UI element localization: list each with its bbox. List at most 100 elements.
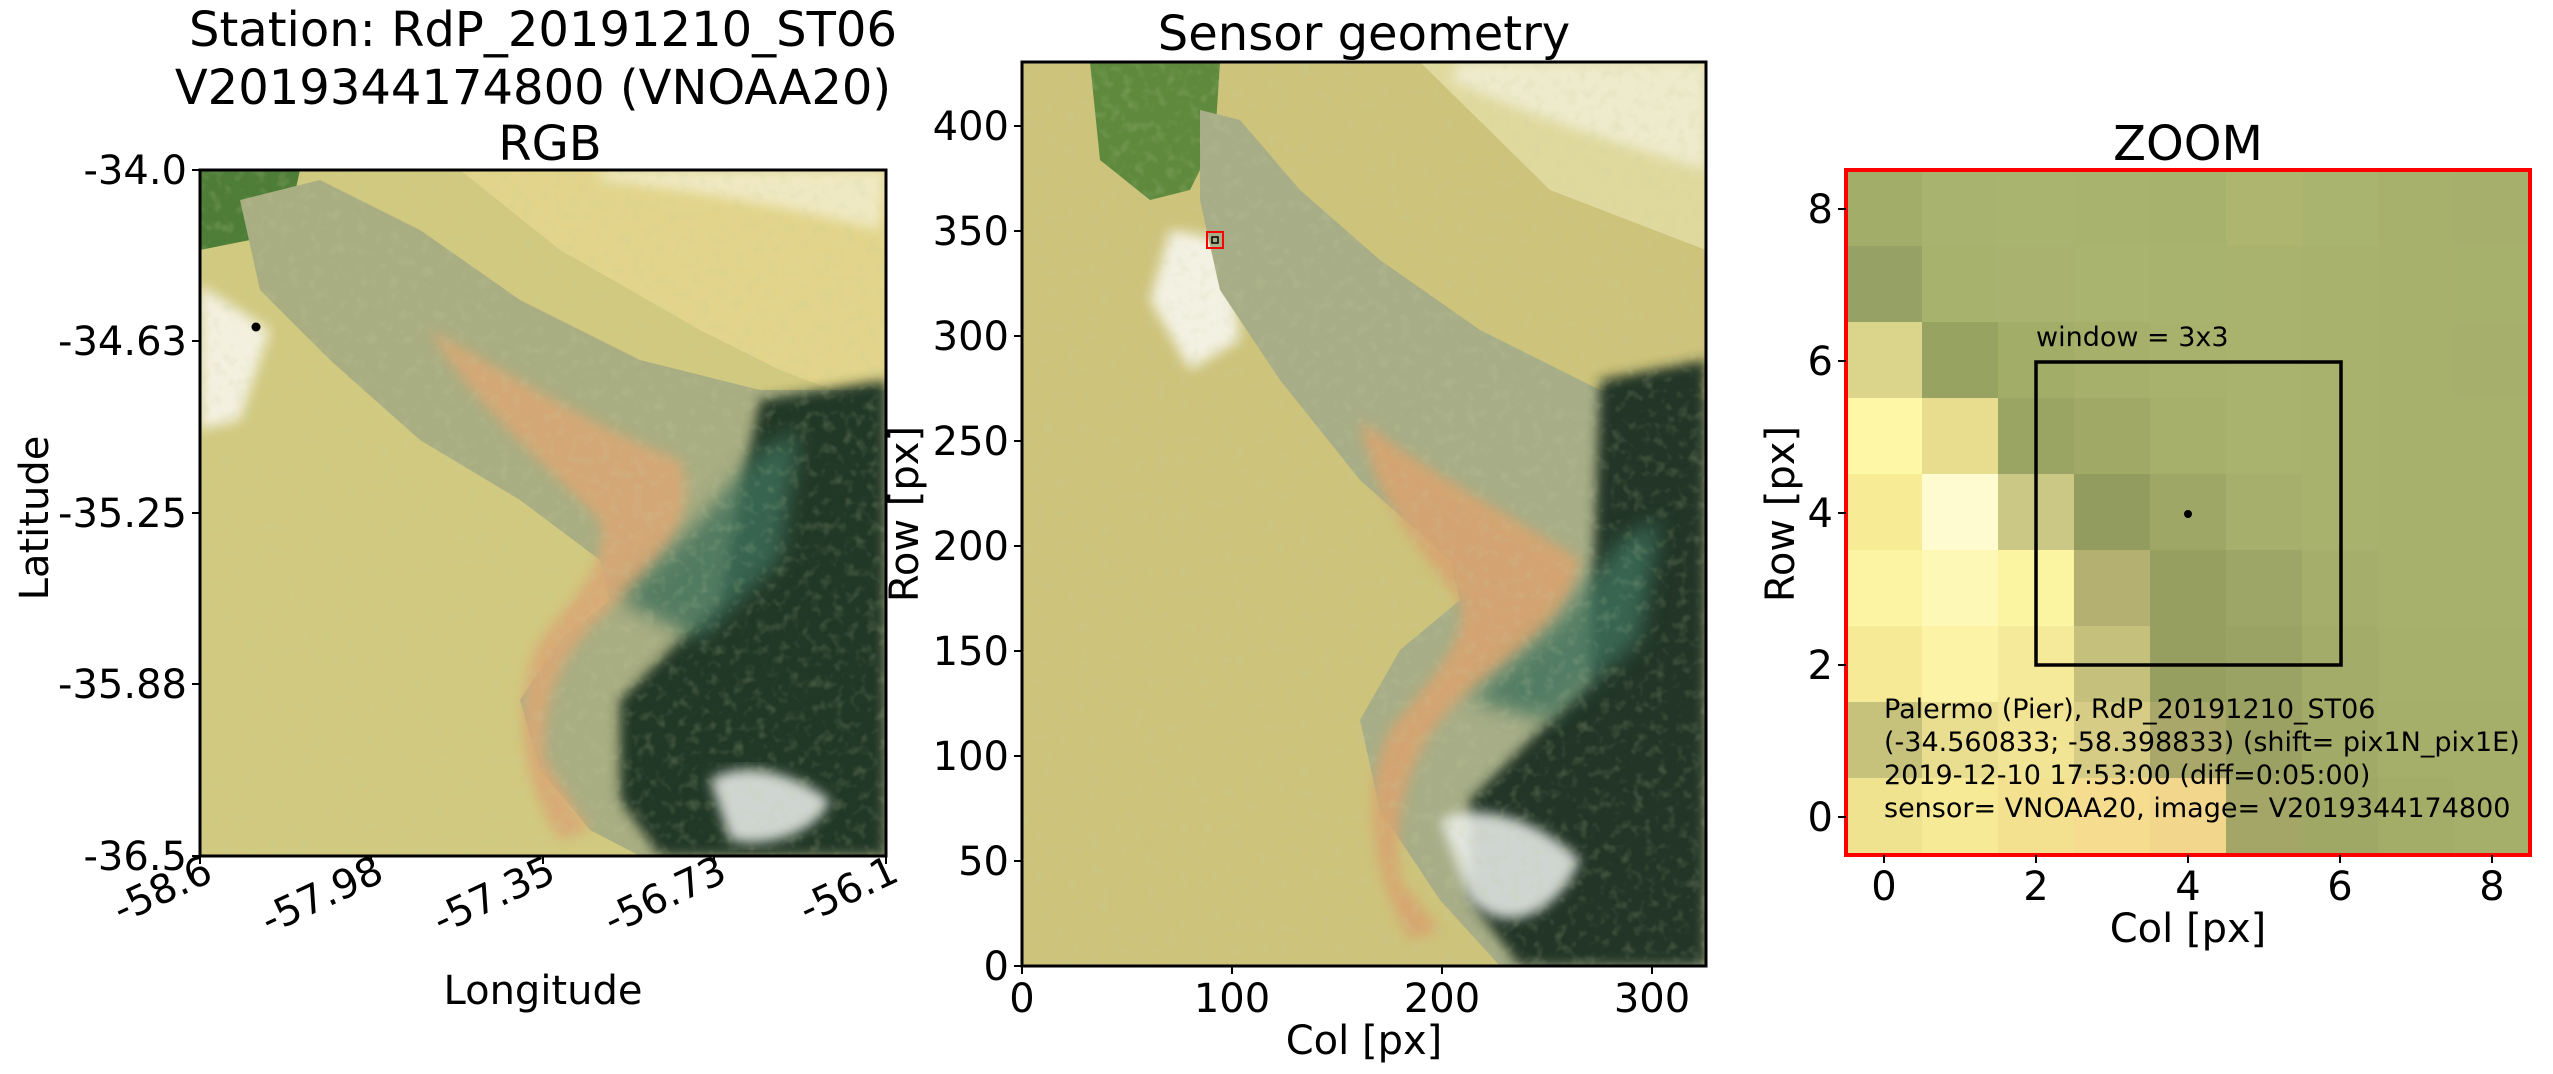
zoom-ytick-0: 0: [1808, 795, 1833, 841]
sensor-yticks: 0 50 100 150 200 250 300 350 400: [933, 104, 1022, 990]
zoom-pixel: [2074, 778, 2151, 855]
station-marker: [251, 322, 261, 332]
zoom-xtick-0: 0: [1871, 864, 1896, 910]
zoom-pixel: [2150, 170, 2227, 247]
sensor-xtick-300: 300: [1614, 976, 1690, 1022]
zoom-pixel: [2454, 702, 2530, 779]
sensor-ytick-350: 350: [933, 209, 1009, 255]
sensor-ytick-200: 200: [933, 524, 1009, 570]
zoom-pixel: [2454, 778, 2530, 855]
zoom-pixel: [2226, 474, 2303, 551]
zoom-pixel: [2226, 246, 2303, 323]
zoom-xtick-8: 8: [2479, 864, 2504, 910]
zoom-pixel: [1922, 398, 1999, 475]
rgb-title-line2: V2019344174800 (VNOAA20): [175, 60, 891, 116]
sensor-ytick-300: 300: [933, 314, 1009, 360]
rgb-ylabel: Latitude: [12, 436, 58, 601]
rgb-xtick-5: -56.1: [792, 847, 905, 932]
rgb-ytick-1: -34.0: [84, 148, 188, 194]
rgb-ytick-2: -34.63: [58, 319, 187, 365]
zoom-info-line2: (-34.560833; -58.398833) (shift= pix1N_p…: [1884, 727, 2520, 758]
rgb-yticks: -34.0 -34.63 -35.25 -35.88 -36.5: [58, 148, 200, 880]
rgb-xtick-2: -57.98: [254, 847, 390, 943]
sensor-ytick-100: 100: [933, 734, 1009, 780]
zoom-pixel: [1846, 778, 1923, 855]
zoom-pixel: [1998, 246, 2075, 323]
zoom-xticks: 0 2 4 6 8: [1871, 855, 2505, 910]
sensor-xtick-200: 200: [1404, 976, 1480, 1022]
zoom-pixel: [2454, 626, 2530, 703]
rgb-title-line1: Station: RdP_20191210_ST06: [189, 2, 897, 58]
rgb-xticks: -58.6 -57.98 -57.35 -56.73 -56.1: [106, 847, 905, 943]
zoom-pixel: [2150, 550, 2227, 627]
rgb-title-line3: RGB: [498, 116, 601, 172]
rgb-ytick-4: -35.88: [58, 662, 187, 708]
zoom-info-line3: 2019-12-10 17:53:00 (diff=0:05:00): [1884, 760, 2370, 791]
zoom-pixel: [1998, 170, 2075, 247]
zoom-window-box: [2034, 360, 2343, 667]
zoom-pixel: [1846, 246, 1923, 323]
zoom-pixel: [2378, 474, 2455, 551]
zoom-pixel: [1998, 778, 2075, 855]
zoom-pixel: [1922, 702, 1999, 779]
zoom-pixel: [1846, 702, 1923, 779]
rgb-image: [200, 170, 886, 856]
zoom-pixel: [2150, 246, 2227, 323]
sensor-image: [1022, 62, 1706, 966]
zoom-info-text: Palermo (Pier), RdP_20191210_ST06 (-34.5…: [1884, 694, 2520, 824]
zoom-info-line1: Palermo (Pier), RdP_20191210_ST06: [1884, 694, 2375, 725]
sensor-title: Sensor geometry: [1158, 6, 1570, 62]
zoom-pixel: [2454, 170, 2530, 247]
zoom-pixel: [2378, 322, 2455, 399]
zoom-pixel: [1922, 778, 1999, 855]
zoom-pixel: [1998, 702, 2075, 779]
zoom-pixel: [2454, 322, 2530, 399]
zoom-pixel: [1922, 626, 1999, 703]
zoom-pixel: [1846, 398, 1923, 475]
zoom-pixel: [1922, 170, 1999, 247]
sensor-xlabel: Col [px]: [1286, 1018, 1443, 1064]
zoom-pixel: [1846, 322, 1923, 399]
zoom-ytick-6: 6: [1808, 339, 1833, 385]
zoom-pixel: [2378, 398, 2455, 475]
zoom-pixel: [2150, 702, 2227, 779]
zoom-ytick-2: 2: [1808, 643, 1833, 689]
zoom-pixel: [2074, 170, 2151, 247]
zoom-pixel-grid: [1846, 170, 2530, 855]
zoom-pixel: [2302, 170, 2379, 247]
zoom-pixel: [2150, 778, 2227, 855]
sensor-ytick-250: 250: [933, 419, 1009, 465]
rgb-xtick-3: -57.35: [426, 847, 562, 943]
zoom-pixel: [2150, 398, 2227, 475]
zoom-title: ZOOM: [2113, 116, 2263, 172]
sensor-ytick-150: 150: [933, 629, 1009, 675]
zoom-pixel: [2302, 778, 2379, 855]
zoom-pixel: [2226, 778, 2303, 855]
sensor-panel: Sensor geometry: [882, 6, 1708, 1064]
zoom-pixel: [2302, 702, 2379, 779]
zoom-panel: ZOOM window = 3x3 Palermo (Pier), RdP_20…: [1758, 116, 2532, 952]
zoom-info-line4: sensor= VNOAA20, image= V2019344174800: [1884, 793, 2510, 824]
zoom-pixel: [2074, 550, 2151, 627]
zoom-pixel: [2302, 246, 2379, 323]
zoom-pixel: [2378, 170, 2455, 247]
zoom-pixel: [2378, 702, 2455, 779]
zoom-pixel: [2226, 398, 2303, 475]
zoom-pixel: [2074, 474, 2151, 551]
zoom-pixel: [2226, 170, 2303, 247]
zoom-pixel: [1846, 474, 1923, 551]
zoom-pixel: [1922, 322, 1999, 399]
sensor-ytick-0: 0: [984, 944, 1009, 990]
zoom-pixel: [2378, 778, 2455, 855]
zoom-pixel: [2378, 550, 2455, 627]
rgb-xlabel: Longitude: [444, 968, 643, 1014]
sensor-xticks: 0 100 200 300: [1009, 966, 1690, 1022]
zoom-pixel: [2074, 398, 2151, 475]
zoom-pixel: [1922, 474, 1999, 551]
zoom-xtick-6: 6: [2327, 864, 2352, 910]
sensor-axes-frame: [1020, 60, 1708, 968]
zoom-station-marker: [2184, 510, 2192, 518]
zoom-ytick-8: 8: [1808, 187, 1833, 233]
zoom-pixel: [2378, 626, 2455, 703]
